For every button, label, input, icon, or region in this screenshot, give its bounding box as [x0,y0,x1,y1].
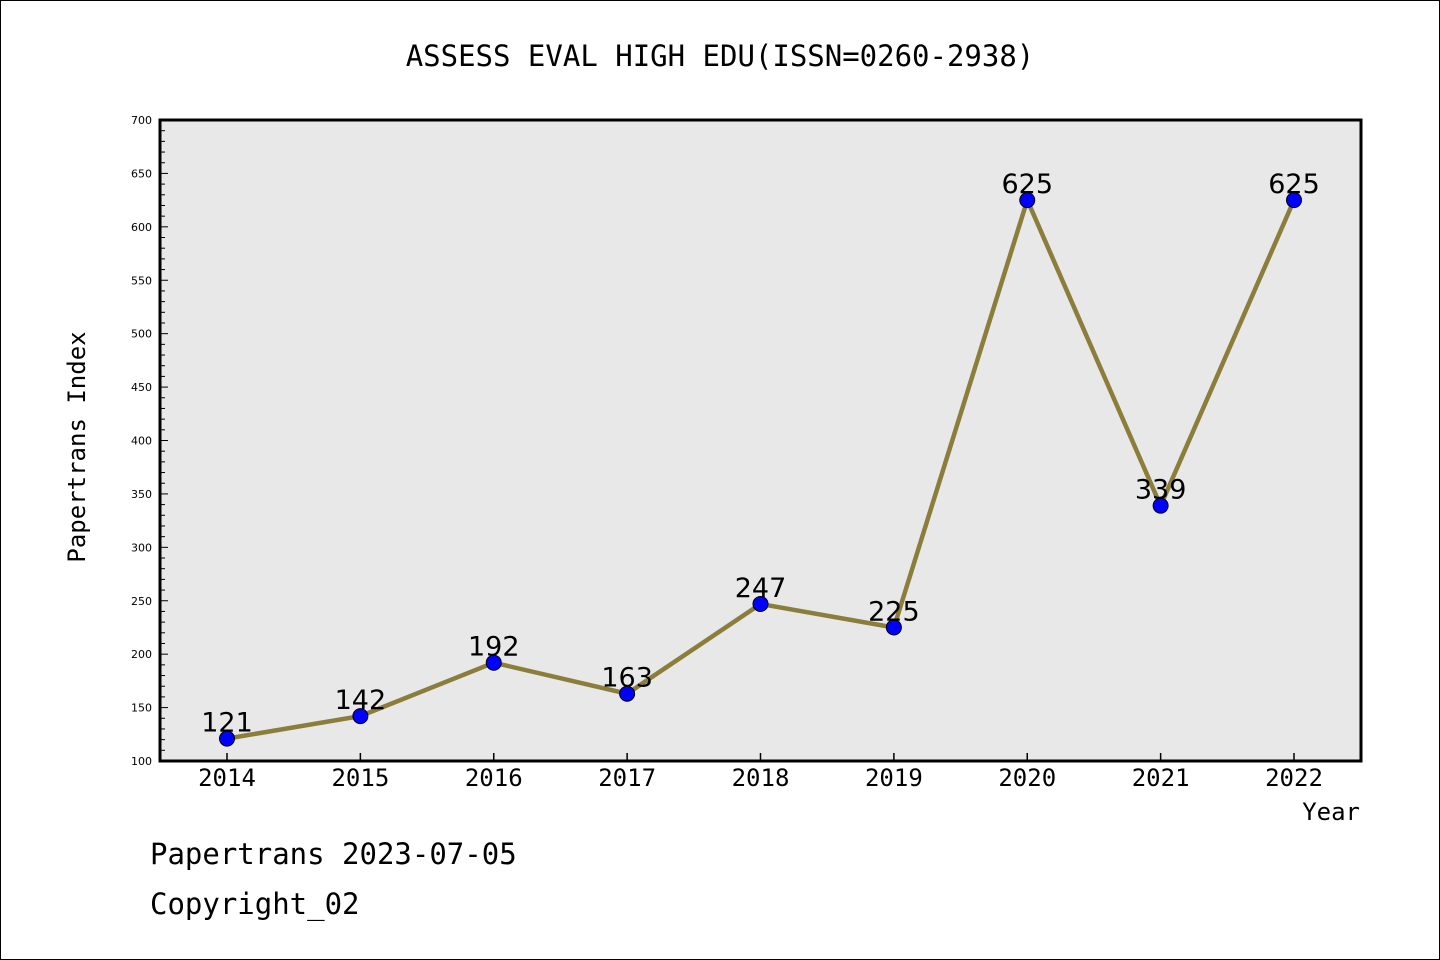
x-tick-label: 2014 [198,764,256,792]
y-tick-label: 100 [131,755,152,768]
y-tick-label: 350 [131,488,152,501]
footer-copyright: Copyright_02 [150,887,360,922]
data-label: 192 [468,632,520,663]
data-point [752,595,769,612]
data-label: 339 [1135,475,1187,506]
data-point [1286,192,1302,209]
x-tick-label: 2021 [1132,764,1190,792]
x-tick-label: 2017 [598,764,656,792]
data-point [352,708,369,725]
data-point [1152,497,1169,514]
data-label: 225 [868,596,920,627]
data-point [1019,192,1036,209]
data-point [485,654,502,671]
data-label: 142 [335,685,387,716]
y-axis-label: Papertrans Index [63,331,91,562]
x-tick-label: 2018 [732,764,790,792]
data-label: 121 [201,708,253,739]
x-axis-label: Year [1302,798,1360,826]
y-tick-label: 700 [131,114,152,127]
x-tick-label: 2019 [865,764,923,792]
data-label: 625 [1001,169,1053,200]
x-tick-label: 2020 [998,764,1056,792]
y-tick-label: 650 [131,167,152,180]
y-tick-label: 200 [131,648,152,661]
plot-border [158,118,1363,763]
data-labels: 121 142 192 163 247 225 625 339 625 [201,169,1320,738]
chart-title: ASSESS EVAL HIGH EDU(ISSN=0260-2938) [406,39,1035,73]
footer-date: Papertrans 2023-07-05 [150,837,517,871]
y-tick-label: 150 [131,702,152,715]
data-point [219,730,235,747]
plot-area [160,120,1361,761]
x-tick-label: 2016 [465,764,523,792]
y-tick-label: 550 [131,274,152,287]
y-tick-label: 450 [131,381,152,394]
y-tick-label: 500 [131,328,152,341]
data-label: 625 [1268,169,1320,200]
y-tick-label: 400 [131,435,152,448]
y-tick-label: 300 [131,541,152,554]
data-label: 163 [601,663,653,694]
x-tick-label: 2015 [331,764,389,792]
y-tick-label: 250 [131,595,152,608]
data-markers [219,192,1302,747]
data-label: 247 [735,573,787,604]
data-point [619,685,636,702]
x-tick-label: 2022 [1265,764,1323,792]
y-tick-label: 600 [131,221,152,234]
data-point [885,619,902,636]
